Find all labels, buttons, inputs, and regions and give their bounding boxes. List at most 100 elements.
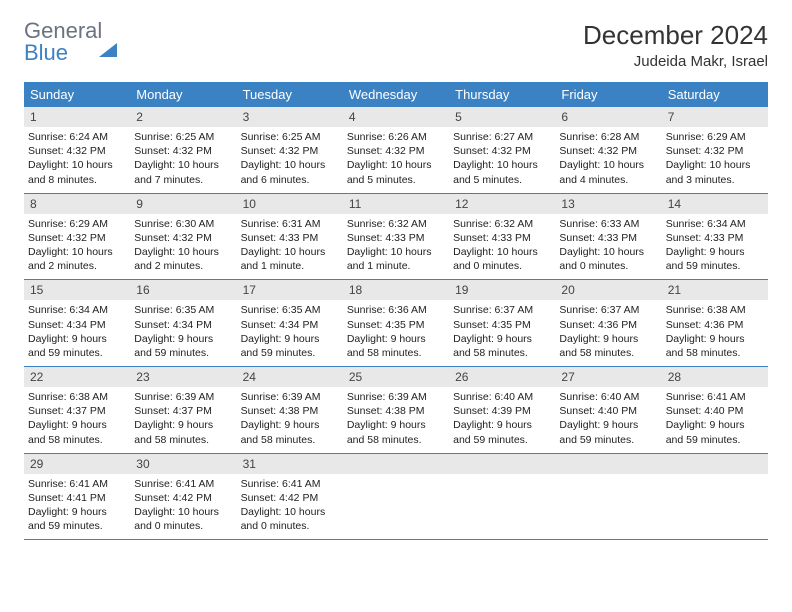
day-number: 29 — [24, 454, 130, 474]
day-cell: 29Sunrise: 6:41 AMSunset: 4:41 PMDayligh… — [24, 454, 130, 540]
day-cell: 1Sunrise: 6:24 AMSunset: 4:32 PMDaylight… — [24, 107, 130, 193]
day-header-cell: Tuesday — [237, 82, 343, 107]
day-number: 23 — [130, 367, 236, 387]
day-cell: 2Sunrise: 6:25 AMSunset: 4:32 PMDaylight… — [130, 107, 236, 193]
day-number: 18 — [343, 280, 449, 300]
month-title: December 2024 — [583, 20, 768, 51]
day-info: Sunrise: 6:39 AMSunset: 4:38 PMDaylight:… — [237, 387, 343, 447]
day-cell: 28Sunrise: 6:41 AMSunset: 4:40 PMDayligh… — [662, 367, 768, 453]
header: General Blue December 2024 Judeida Makr,… — [24, 20, 768, 70]
day-header-cell: Saturday — [662, 82, 768, 107]
day-cell: 7Sunrise: 6:29 AMSunset: 4:32 PMDaylight… — [662, 107, 768, 193]
week-row: 8Sunrise: 6:29 AMSunset: 4:32 PMDaylight… — [24, 194, 768, 281]
day-header-cell: Wednesday — [343, 82, 449, 107]
day-cell: 17Sunrise: 6:35 AMSunset: 4:34 PMDayligh… — [237, 280, 343, 366]
day-number: 19 — [449, 280, 555, 300]
day-info: Sunrise: 6:39 AMSunset: 4:38 PMDaylight:… — [343, 387, 449, 447]
day-cell: 21Sunrise: 6:38 AMSunset: 4:36 PMDayligh… — [662, 280, 768, 366]
day-number — [662, 454, 768, 474]
day-info: Sunrise: 6:28 AMSunset: 4:32 PMDaylight:… — [555, 127, 661, 187]
day-number: 6 — [555, 107, 661, 127]
day-number: 3 — [237, 107, 343, 127]
day-number: 24 — [237, 367, 343, 387]
day-number — [555, 454, 661, 474]
day-info: Sunrise: 6:27 AMSunset: 4:32 PMDaylight:… — [449, 127, 555, 187]
day-cell: 18Sunrise: 6:36 AMSunset: 4:35 PMDayligh… — [343, 280, 449, 366]
day-header-cell: Thursday — [449, 82, 555, 107]
day-info: Sunrise: 6:34 AMSunset: 4:33 PMDaylight:… — [662, 214, 768, 274]
day-header-cell: Friday — [555, 82, 661, 107]
day-number: 1 — [24, 107, 130, 127]
day-number: 27 — [555, 367, 661, 387]
day-info: Sunrise: 6:41 AMSunset: 4:42 PMDaylight:… — [130, 474, 236, 534]
day-cell: 16Sunrise: 6:35 AMSunset: 4:34 PMDayligh… — [130, 280, 236, 366]
day-number: 30 — [130, 454, 236, 474]
day-info: Sunrise: 6:39 AMSunset: 4:37 PMDaylight:… — [130, 387, 236, 447]
sail-icon — [99, 18, 117, 57]
day-cell: 23Sunrise: 6:39 AMSunset: 4:37 PMDayligh… — [130, 367, 236, 453]
day-info: Sunrise: 6:24 AMSunset: 4:32 PMDaylight:… — [24, 127, 130, 187]
day-number: 15 — [24, 280, 130, 300]
day-cell: 11Sunrise: 6:32 AMSunset: 4:33 PMDayligh… — [343, 194, 449, 280]
day-number: 22 — [24, 367, 130, 387]
day-info: Sunrise: 6:32 AMSunset: 4:33 PMDaylight:… — [343, 214, 449, 274]
day-cell: 5Sunrise: 6:27 AMSunset: 4:32 PMDaylight… — [449, 107, 555, 193]
day-number: 14 — [662, 194, 768, 214]
day-number: 31 — [237, 454, 343, 474]
day-cell: 9Sunrise: 6:30 AMSunset: 4:32 PMDaylight… — [130, 194, 236, 280]
day-number: 10 — [237, 194, 343, 214]
brand-part2: Blue — [24, 40, 68, 65]
day-cell — [449, 454, 555, 540]
brand-logo: General Blue — [24, 20, 117, 64]
day-info: Sunrise: 6:33 AMSunset: 4:33 PMDaylight:… — [555, 214, 661, 274]
brand-text: General Blue — [24, 20, 117, 64]
day-info: Sunrise: 6:38 AMSunset: 4:36 PMDaylight:… — [662, 300, 768, 360]
week-row: 22Sunrise: 6:38 AMSunset: 4:37 PMDayligh… — [24, 367, 768, 454]
week-row: 1Sunrise: 6:24 AMSunset: 4:32 PMDaylight… — [24, 107, 768, 194]
day-number: 16 — [130, 280, 236, 300]
day-cell — [555, 454, 661, 540]
day-number: 4 — [343, 107, 449, 127]
day-cell: 27Sunrise: 6:40 AMSunset: 4:40 PMDayligh… — [555, 367, 661, 453]
day-number: 28 — [662, 367, 768, 387]
day-cell: 13Sunrise: 6:33 AMSunset: 4:33 PMDayligh… — [555, 194, 661, 280]
day-info: Sunrise: 6:37 AMSunset: 4:36 PMDaylight:… — [555, 300, 661, 360]
day-info: Sunrise: 6:26 AMSunset: 4:32 PMDaylight:… — [343, 127, 449, 187]
day-number: 25 — [343, 367, 449, 387]
day-info: Sunrise: 6:35 AMSunset: 4:34 PMDaylight:… — [130, 300, 236, 360]
day-number: 9 — [130, 194, 236, 214]
day-number: 12 — [449, 194, 555, 214]
day-cell: 24Sunrise: 6:39 AMSunset: 4:38 PMDayligh… — [237, 367, 343, 453]
day-header-row: SundayMondayTuesdayWednesdayThursdayFrid… — [24, 82, 768, 107]
day-cell — [662, 454, 768, 540]
day-info: Sunrise: 6:34 AMSunset: 4:34 PMDaylight:… — [24, 300, 130, 360]
day-info: Sunrise: 6:35 AMSunset: 4:34 PMDaylight:… — [237, 300, 343, 360]
day-cell: 6Sunrise: 6:28 AMSunset: 4:32 PMDaylight… — [555, 107, 661, 193]
day-number: 5 — [449, 107, 555, 127]
day-info: Sunrise: 6:40 AMSunset: 4:40 PMDaylight:… — [555, 387, 661, 447]
day-cell: 30Sunrise: 6:41 AMSunset: 4:42 PMDayligh… — [130, 454, 236, 540]
day-number — [449, 454, 555, 474]
day-cell: 3Sunrise: 6:25 AMSunset: 4:32 PMDaylight… — [237, 107, 343, 193]
day-number: 21 — [662, 280, 768, 300]
day-info: Sunrise: 6:32 AMSunset: 4:33 PMDaylight:… — [449, 214, 555, 274]
day-number: 11 — [343, 194, 449, 214]
day-info: Sunrise: 6:37 AMSunset: 4:35 PMDaylight:… — [449, 300, 555, 360]
day-cell: 10Sunrise: 6:31 AMSunset: 4:33 PMDayligh… — [237, 194, 343, 280]
location-text: Judeida Makr, Israel — [583, 53, 768, 70]
day-cell: 25Sunrise: 6:39 AMSunset: 4:38 PMDayligh… — [343, 367, 449, 453]
week-row: 15Sunrise: 6:34 AMSunset: 4:34 PMDayligh… — [24, 280, 768, 367]
day-cell: 12Sunrise: 6:32 AMSunset: 4:33 PMDayligh… — [449, 194, 555, 280]
day-info: Sunrise: 6:29 AMSunset: 4:32 PMDaylight:… — [662, 127, 768, 187]
day-info: Sunrise: 6:36 AMSunset: 4:35 PMDaylight:… — [343, 300, 449, 360]
day-number: 8 — [24, 194, 130, 214]
day-number: 20 — [555, 280, 661, 300]
day-info: Sunrise: 6:41 AMSunset: 4:40 PMDaylight:… — [662, 387, 768, 447]
day-info: Sunrise: 6:25 AMSunset: 4:32 PMDaylight:… — [237, 127, 343, 187]
day-cell: 14Sunrise: 6:34 AMSunset: 4:33 PMDayligh… — [662, 194, 768, 280]
day-info: Sunrise: 6:38 AMSunset: 4:37 PMDaylight:… — [24, 387, 130, 447]
day-number: 7 — [662, 107, 768, 127]
day-info: Sunrise: 6:30 AMSunset: 4:32 PMDaylight:… — [130, 214, 236, 274]
day-info: Sunrise: 6:41 AMSunset: 4:42 PMDaylight:… — [237, 474, 343, 534]
day-cell: 20Sunrise: 6:37 AMSunset: 4:36 PMDayligh… — [555, 280, 661, 366]
